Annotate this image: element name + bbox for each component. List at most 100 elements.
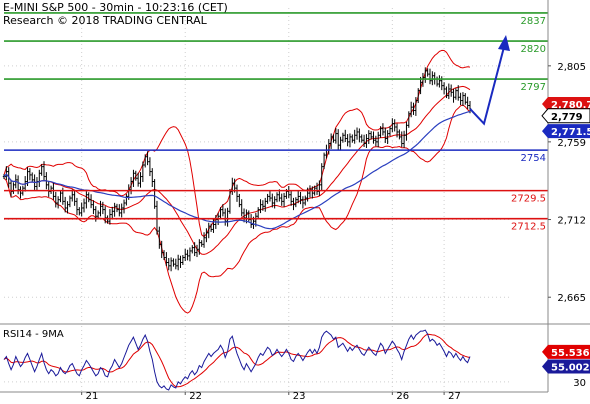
- price-bar-146: [346, 134, 349, 147]
- price-bar-187: [442, 82, 446, 95]
- price-bar-155: [367, 130, 370, 145]
- price-bar-162: [384, 127, 387, 144]
- price-bar-24: [59, 190, 62, 203]
- forecast-arrow-head: [498, 35, 510, 52]
- price-bar-153: [362, 134, 366, 147]
- price-bar-195: [461, 92, 465, 107]
- price-bar-66: [158, 226, 161, 249]
- price-bar-127: [301, 196, 305, 209]
- price-bar-93: [221, 204, 225, 217]
- time-tick-label-4: 27: [448, 391, 461, 400]
- price-bar-72: [172, 258, 175, 267]
- price-bar-154: [365, 134, 368, 148]
- price-bar-100: [238, 193, 241, 208]
- price-bar-96: [228, 188, 232, 214]
- price-bar-55: [132, 169, 135, 187]
- price-bar-1: [5, 166, 8, 181]
- price-tick-label-1: 2,712: [557, 216, 586, 227]
- badge-rsi: 55.002: [542, 359, 590, 374]
- badge-rsi_ma: 55.5369: [542, 344, 590, 359]
- badge-last_price-shape: [541, 108, 590, 124]
- price-bar-41: [99, 200, 102, 217]
- badge-ma: 2,771.56: [542, 124, 590, 139]
- price-bar-163: [386, 130, 389, 145]
- price-bar-112: [266, 193, 269, 204]
- price-bar-86: [205, 228, 208, 243]
- price-bar-47: [113, 202, 116, 217]
- price-bar-88: [209, 223, 213, 232]
- badge-upper_band: 2,780.7: [542, 97, 590, 112]
- price-bar-38: [92, 200, 95, 215]
- price-bar-23: [56, 196, 60, 209]
- price-bar-176: [417, 88, 420, 104]
- price-bar-67: [160, 240, 163, 259]
- price-bar-147: [348, 133, 352, 148]
- price-bar-175: [414, 97, 418, 116]
- level-label-0: 2837: [521, 16, 546, 27]
- price-bar-51: [122, 199, 126, 214]
- price-bar-105: [249, 214, 253, 228]
- price-bar-123: [292, 197, 295, 211]
- price-bar-131: [311, 186, 314, 199]
- forecast-arrow: [469, 35, 510, 126]
- price-bar-149: [353, 129, 356, 144]
- badge-last_price-label: 2,779: [551, 112, 583, 123]
- price-bar-85: [202, 232, 206, 248]
- price-bar-87: [207, 222, 210, 239]
- levels-layer: 2837 2820 2797 2754 2729.5 2712.5: [4, 12, 548, 233]
- price-bar-61: [146, 151, 149, 166]
- price-bar-3: [9, 179, 13, 197]
- price-bar-174: [412, 102, 415, 115]
- price-bar-12: [31, 172, 34, 183]
- price-bar-130: [308, 185, 312, 198]
- price-bar-169: [400, 131, 403, 147]
- price-bar-194: [459, 92, 462, 106]
- price-bar-74: [176, 254, 180, 271]
- price-bar-68: [162, 250, 166, 261]
- price-bar-94: [224, 208, 227, 226]
- price-bar-166: [393, 119, 396, 132]
- price-bar-84: [200, 240, 203, 247]
- price-bar-152: [360, 134, 363, 143]
- price-bar-79: [188, 247, 192, 262]
- chart-subtitle: Research © 2018 TRADING CENTRAL: [3, 14, 208, 27]
- forecast-arrow-line: [469, 46, 505, 126]
- price-bar-150: [355, 127, 359, 140]
- price-bar-43: [104, 206, 107, 224]
- price-bar-108: [256, 207, 260, 219]
- price-bar-165: [391, 118, 394, 133]
- price-bar-172: [407, 111, 411, 128]
- rsi-line: [3, 329, 471, 391]
- price-bar-57: [136, 172, 140, 187]
- price-bar-128: [304, 195, 307, 206]
- price-bar-32: [78, 207, 81, 216]
- level-label-1: 2820: [521, 44, 546, 55]
- price-bar-151: [358, 128, 361, 143]
- price-bar-63: [151, 168, 154, 187]
- price-bar-80: [191, 245, 194, 254]
- price-tick-label-3: 2,805: [557, 62, 586, 73]
- badge-rsi_ma-shape: [542, 344, 590, 359]
- price-bar-121: [287, 185, 290, 199]
- price-bar-178: [421, 72, 425, 87]
- badge-upper_band-shape: [542, 97, 590, 112]
- price-bar-136: [322, 152, 326, 170]
- price-bar-173: [409, 101, 413, 118]
- price-bar-60: [144, 154, 147, 168]
- price-bar-159: [377, 131, 380, 148]
- price-bar-125: [296, 190, 300, 204]
- level-label-5: 2712.5: [511, 222, 546, 233]
- price-bar-160: [379, 126, 382, 138]
- price-bar-180: [426, 68, 429, 77]
- price-bar-45: [108, 209, 112, 225]
- price-bar-148: [351, 134, 354, 143]
- time-tick-label-3: 26: [396, 391, 409, 400]
- price-bar-83: [198, 239, 201, 255]
- price-bar-46: [111, 206, 114, 220]
- price-bar-157: [372, 131, 375, 144]
- price-bar-170: [402, 130, 406, 148]
- price-bar-113: [268, 190, 272, 202]
- grid-layer: [4, 8, 510, 392]
